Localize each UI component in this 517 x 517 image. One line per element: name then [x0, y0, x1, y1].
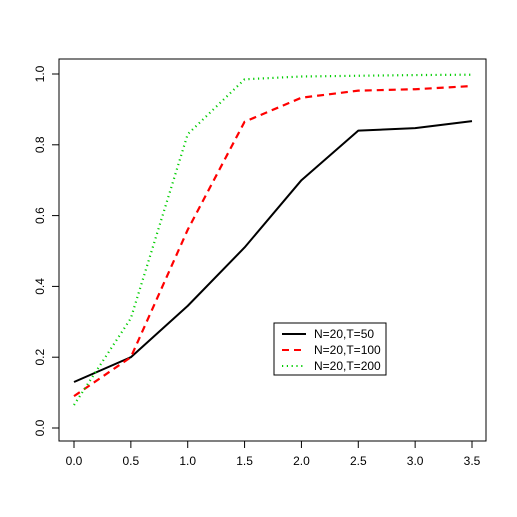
- x-tick-label: 3.0: [407, 454, 424, 468]
- y-tick-label: 0.4: [33, 278, 47, 295]
- legend-box: [273, 322, 387, 376]
- x-tick-label: 1.0: [179, 454, 196, 468]
- legend-label: N=20,T=100: [314, 343, 381, 357]
- y-tick-label: 0.6: [33, 207, 47, 224]
- x-tick-label: 3.5: [464, 454, 481, 468]
- y-tick-label: 0.0: [33, 419, 47, 436]
- x-tick-label: 0.0: [66, 454, 83, 468]
- x-tick-label: 1.5: [236, 454, 253, 468]
- y-tick-label: 1.0: [33, 65, 47, 82]
- series-layer: [73, 73, 473, 406]
- legend-label: N=20,T=200: [314, 359, 381, 373]
- x-axis: 0.0 0.5 1.0 1.5 2.0 2.5 3.0 3.5: [66, 440, 481, 468]
- x-tick-label: 0.5: [123, 454, 140, 468]
- series-line-3: [73, 73, 473, 406]
- x-tick-label: 2.5: [350, 454, 367, 468]
- legend: N=20,T=50 N=20,T=100 N=20,T=200: [273, 322, 387, 376]
- series-line-2: [73, 84, 473, 398]
- y-axis: 0.0 0.2 0.4 0.6 0.8 1.0: [33, 65, 60, 436]
- y-tick-label: 0.2: [33, 349, 47, 366]
- series-line-1: [73, 120, 473, 383]
- x-tick-label: 2.0: [293, 454, 310, 468]
- plot-frame: [58, 58, 487, 442]
- legend-label: N=20,T=50: [314, 327, 374, 341]
- y-tick-label: 0.8: [33, 136, 47, 153]
